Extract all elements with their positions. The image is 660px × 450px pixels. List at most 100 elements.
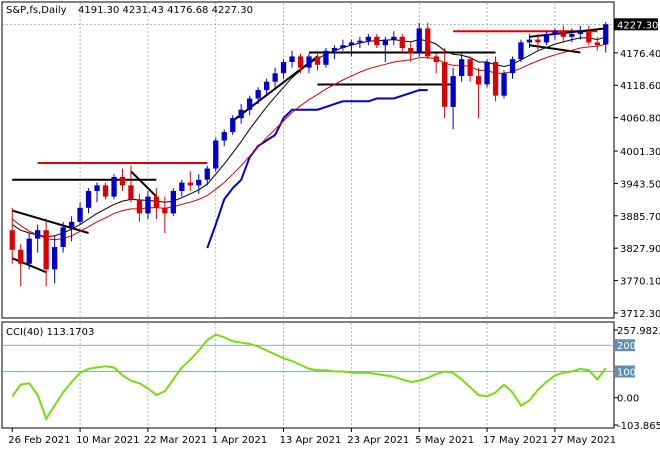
cci-tick-label: -103.8653 [617,421,660,432]
cci-line [11,333,607,421]
candle-body [552,31,558,34]
chart-header-ohlc: 4191.30 4231.43 4176.68 4227.30 [78,5,253,16]
cci-tick-label: 200 [617,341,636,352]
candle-body [569,34,575,37]
trendline [232,55,319,122]
candle-body [255,90,261,99]
candle-body [348,42,355,46]
candle-body [280,62,287,74]
candle-body [60,227,66,247]
candle-body [518,42,524,60]
price-tick-label: 3770.10 [620,277,660,288]
time-tick-label: 27 May 2021 [551,435,616,446]
candle-body [509,59,516,74]
current-price-label: 4227.30 [617,20,658,31]
candle-body [43,230,49,270]
candle-body [374,36,380,46]
price-tick-label: 4176.40 [620,49,660,60]
candlestick-series [9,22,609,287]
candle-body [492,62,499,96]
candle-body [213,140,219,169]
candle-body [357,40,363,43]
candle-body [221,132,227,141]
time-tick-label: 23 Apr 2021 [347,435,409,446]
candle-body [102,185,109,197]
candle-body [111,177,117,197]
price-tick-label: 4118.60 [620,81,660,92]
chart-header-symbol: S&P,fs,Daily [6,5,67,16]
candle-body [247,98,253,110]
red-moving-average [11,43,606,241]
time-axis: 26 Feb 2021 10 Mar 2021 22 Mar 2021 1 Apr 2… [8,428,616,446]
blue-indicator-line [206,89,428,249]
price-tick-label: 3712.30 [620,309,660,320]
candle-body [475,76,482,85]
time-tick-label: 22 Mar 2021 [144,435,207,446]
candle-body [306,56,312,68]
cci-tick-label: 100 [617,367,636,378]
candle-body [179,182,185,191]
candle-body [459,59,465,76]
candle-body [391,36,397,40]
cci-series [2,333,614,421]
candle-body [18,249,24,264]
candle-body [289,56,295,62]
candle-body [577,31,583,34]
time-tick-label: 17 May 2021 [483,435,548,446]
price-pane-frame [1,1,615,319]
price-tick-label: 3827.90 [620,244,660,255]
candle-body [408,48,414,54]
cci-level-tag [615,365,635,378]
cci-tick-label: 257.9823 [617,326,660,337]
candle-body [230,118,236,133]
candle-body [145,196,151,214]
time-tick-label: 1 Apr 2021 [212,435,267,446]
candle-body [560,31,566,37]
candle-body [204,168,210,180]
candle-body [425,28,431,57]
candle-body [153,196,160,208]
candle-body [314,56,321,65]
trendline [11,209,89,234]
cci-level-tag [615,339,635,352]
candle-body [365,36,371,41]
candle-body [170,191,176,214]
cci-tick-label: 0.00 [617,394,639,405]
candle-body [382,39,388,46]
cci-axis: 257.9823 200 100 0.00 -103.8653 [614,326,660,432]
time-tick-label: 26 Feb 2021 [8,435,70,446]
candle-body [196,179,202,186]
blue-line-path [206,89,428,249]
candle-body [586,31,592,43]
candle-body [162,207,168,214]
cci-header-label: CCI(40) 113.1703 [6,327,94,338]
candle-body [94,185,100,191]
candle-body [119,177,126,186]
candle-body [535,39,541,43]
candle-body [136,199,143,214]
trendline [130,170,158,198]
candle-body [543,34,550,43]
candle-body [69,221,75,228]
candle-body [433,56,439,62]
candle-body [52,247,58,270]
candle-body [399,36,405,48]
candle-body [501,73,507,96]
candle-body [323,50,329,65]
candle-body [594,42,600,46]
price-tick-label: 3943.50 [620,179,660,190]
time-tick-label: 5 May 2021 [415,435,474,446]
candle-body [264,81,270,91]
trendline [529,27,606,38]
candle-body [128,185,134,200]
candle-body [85,191,92,208]
price-tick-label: 4060.80 [620,114,660,125]
candle-body [238,109,244,119]
candle-body [340,45,346,48]
candle-body [187,182,193,186]
current-price-tag: 4227.30 [614,18,658,31]
candle-body [484,62,490,85]
candle-body [9,230,15,250]
